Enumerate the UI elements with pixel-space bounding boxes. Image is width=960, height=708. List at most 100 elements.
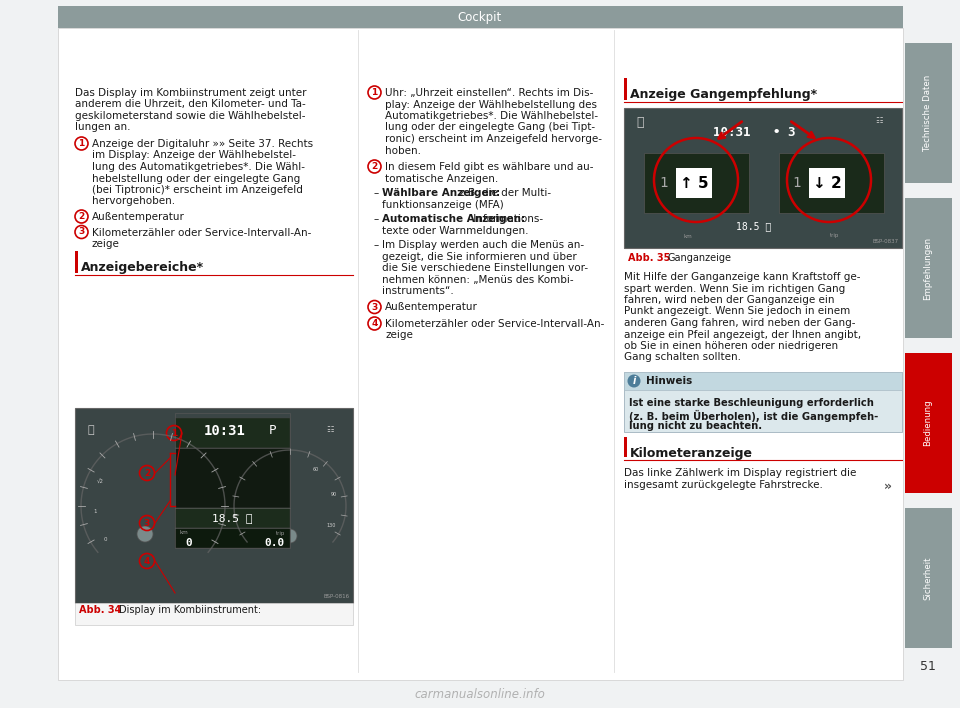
Text: ob Sie in einen höheren oder niedrigeren: ob Sie in einen höheren oder niedrigeren [624, 341, 838, 351]
Text: 2: 2 [79, 212, 84, 221]
Bar [905, 353, 952, 493]
Text: lung des Automatikgetriebes*. Die Wähl-: lung des Automatikgetriebes*. Die Wähl- [92, 162, 305, 172]
Text: ↑ 5: ↑ 5 [680, 176, 708, 190]
Text: 18.5 ℃: 18.5 ℃ [212, 513, 252, 523]
Bar [175, 413, 290, 548]
Text: P: P [269, 425, 276, 438]
Bar [75, 603, 353, 625]
Text: Mit Hilfe der Ganganzeige kann Kraftstoff ge-: Mit Hilfe der Ganganzeige kann Kraftstof… [624, 272, 860, 282]
Text: 4: 4 [372, 319, 377, 328]
Text: i: i [633, 376, 636, 386]
Text: 2: 2 [144, 469, 150, 477]
Text: lung oder der eingelegte Gang (bei Tipt-: lung oder der eingelegte Gang (bei Tipt- [385, 122, 595, 132]
Bar [779, 153, 884, 213]
Text: 18.5 ℃: 18.5 ℃ [736, 221, 772, 231]
Bar [58, 6, 903, 28]
Text: anzeige ein Pfeil angezeigt, der Ihnen angibt,: anzeige ein Pfeil angezeigt, der Ihnen a… [624, 329, 861, 340]
Text: 10:31: 10:31 [204, 424, 246, 438]
Text: Display im Kombiinstrument:: Display im Kombiinstrument: [119, 605, 261, 615]
Text: BSP-0816: BSP-0816 [324, 594, 350, 599]
Text: Uhr: „Uhrzeit einstellen“. Rechts im Dis-: Uhr: „Uhrzeit einstellen“. Rechts im Dis… [385, 88, 593, 98]
Text: Informations-: Informations- [470, 214, 543, 224]
Text: Außentemperatur: Außentemperatur [385, 302, 478, 312]
Text: trip: trip [829, 234, 839, 239]
Text: Cockpit: Cockpit [458, 11, 502, 23]
Text: zeige: zeige [92, 239, 120, 249]
Text: Punkt angezeigt. Wenn Sie jedoch in einem: Punkt angezeigt. Wenn Sie jedoch in eine… [624, 307, 851, 316]
Text: hoben.: hoben. [385, 146, 421, 156]
Text: ☷: ☷ [326, 425, 334, 434]
Text: 1: 1 [372, 88, 377, 97]
Bar [644, 153, 749, 213]
Bar [624, 78, 627, 100]
Text: –: – [373, 214, 378, 224]
Text: Empfehlungen: Empfehlungen [924, 236, 932, 299]
Text: texte oder Warnmeldungen.: texte oder Warnmeldungen. [382, 226, 529, 236]
Text: lung nicht zu beachten.: lung nicht zu beachten. [629, 421, 762, 431]
Text: Anzeige der Digitaluhr »» Seite 37. Rechts: Anzeige der Digitaluhr »» Seite 37. Rech… [92, 139, 313, 149]
Circle shape [628, 375, 640, 387]
Text: Das Display im Kombiinstrument zeigt unter: Das Display im Kombiinstrument zeigt unt… [75, 88, 306, 98]
Text: In diesem Feld gibt es wählbare und au-: In diesem Feld gibt es wählbare und au- [385, 162, 593, 172]
Text: –: – [373, 240, 378, 250]
Text: 4: 4 [144, 556, 150, 566]
Bar [75, 251, 78, 273]
Text: Ist eine starke Beschleunigung erforderlich: Ist eine starke Beschleunigung erforderl… [629, 398, 874, 408]
Text: 3: 3 [144, 518, 150, 527]
Bar [676, 168, 712, 198]
Text: Das linke Zählwerk im Display registriert die: Das linke Zählwerk im Display registrier… [624, 468, 856, 478]
Text: Technische Daten: Technische Daten [924, 75, 932, 151]
Text: Wählbare Anzeigen:: Wählbare Anzeigen: [382, 188, 500, 198]
Text: geskilometerstand sowie die Wählhebelstel-: geskilometerstand sowie die Wählhebelste… [75, 111, 305, 121]
Text: Gang schalten sollten.: Gang schalten sollten. [624, 353, 741, 362]
Text: Hinweis: Hinweis [646, 376, 692, 386]
Bar [905, 43, 952, 183]
Text: z.B. die der Multi-: z.B. die der Multi- [456, 188, 551, 198]
Text: Im Display werden auch die Menüs an-: Im Display werden auch die Menüs an- [382, 240, 584, 250]
Text: Anzeigebereiche*: Anzeigebereiche* [81, 261, 204, 273]
Text: Ganganzeige: Ganganzeige [668, 253, 732, 263]
Text: Bedienung: Bedienung [924, 400, 932, 446]
Bar [905, 508, 952, 648]
Text: 130: 130 [326, 523, 335, 527]
Text: carmanualsonline.info: carmanualsonline.info [415, 687, 545, 700]
Text: 60: 60 [313, 467, 319, 472]
Text: 10:31   • 3: 10:31 • 3 [712, 126, 795, 139]
Bar [175, 508, 290, 528]
Text: Außentemperatur: Außentemperatur [92, 212, 185, 222]
Text: hebelstellung oder der eingelegte Gang: hebelstellung oder der eingelegte Gang [92, 173, 300, 183]
Text: Anzeige Gangempfehlung*: Anzeige Gangempfehlung* [630, 88, 817, 101]
Text: Abb. 35: Abb. 35 [628, 253, 670, 263]
Text: 1: 1 [93, 508, 97, 513]
Bar [175, 448, 290, 508]
Text: 0: 0 [104, 537, 108, 542]
Text: lungen an.: lungen an. [75, 122, 131, 132]
Text: km: km [180, 530, 189, 535]
Text: fahren, wird neben der Ganganzeige ein: fahren, wird neben der Ganganzeige ein [624, 295, 834, 305]
Bar [624, 372, 902, 390]
Bar [624, 437, 627, 457]
Text: 3: 3 [372, 302, 377, 312]
Text: ☷: ☷ [876, 116, 883, 125]
Text: Kilometerzähler oder Service-Intervall-An-: Kilometerzähler oder Service-Intervall-A… [385, 319, 605, 329]
Text: 2: 2 [372, 162, 377, 171]
Bar [58, 28, 903, 680]
Text: BSP-0837: BSP-0837 [873, 239, 899, 244]
Bar [624, 372, 902, 432]
Bar [75, 408, 353, 603]
Text: Sicherheit: Sicherheit [924, 556, 932, 600]
Text: 0.0: 0.0 [265, 538, 285, 548]
Text: insgesamt zurückgelegte Fahrstrecke.: insgesamt zurückgelegte Fahrstrecke. [624, 479, 823, 489]
Text: instruments“.: instruments“. [382, 286, 454, 296]
Text: 1: 1 [171, 428, 178, 438]
Bar [905, 198, 952, 338]
Text: 3: 3 [79, 227, 84, 236]
Circle shape [283, 529, 297, 543]
Text: –: – [373, 188, 378, 198]
Bar [624, 108, 902, 248]
Text: 1: 1 [659, 176, 667, 190]
Text: 1: 1 [792, 176, 801, 190]
Text: im Display: Anzeige der Wählhebelstel-: im Display: Anzeige der Wählhebelstel- [92, 151, 296, 161]
Text: spart werden. Wenn Sie im richtigen Gang: spart werden. Wenn Sie im richtigen Gang [624, 283, 845, 294]
Text: ronic) erscheint im Anzeigefeld hervorge-: ronic) erscheint im Anzeigefeld hervorge… [385, 134, 602, 144]
